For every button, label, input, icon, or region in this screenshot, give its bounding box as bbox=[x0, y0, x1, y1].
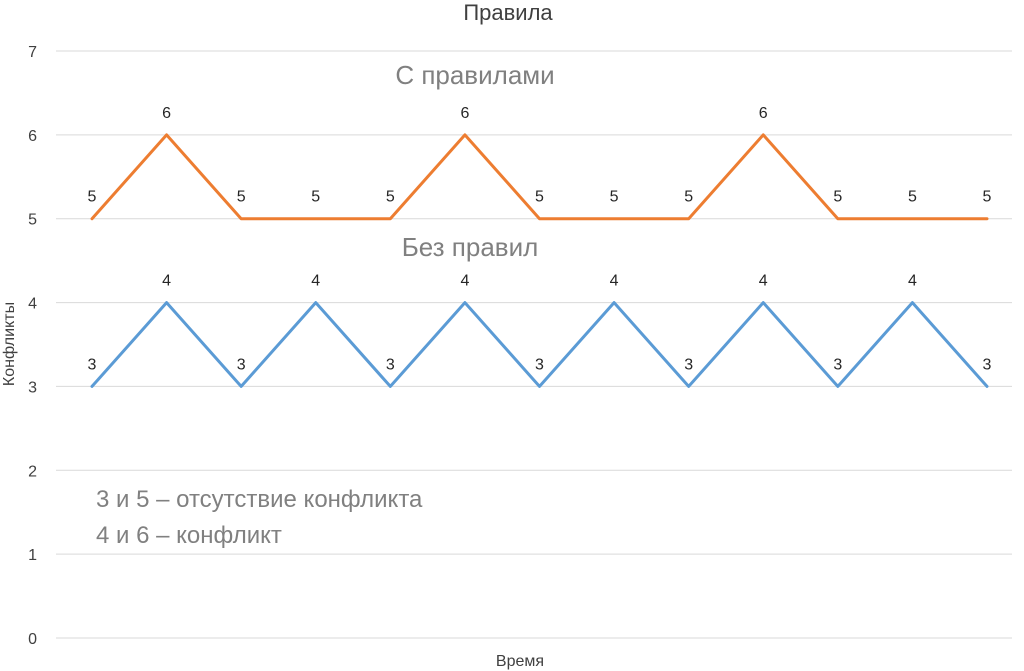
data-label-1-10: 3 bbox=[833, 356, 842, 373]
series-layer bbox=[90, 133, 989, 388]
data-label-1-8: 3 bbox=[684, 356, 693, 373]
y-tick-label-2: 2 bbox=[28, 463, 37, 480]
data-label-1-6: 3 bbox=[535, 356, 544, 373]
data-labels-layer: 5 6 5 5 5 6 5 5 5 6 5 5 5 3 4 3 4 3 4 3 4 3 4 3 4 3 bbox=[88, 105, 992, 374]
data-label-0-12: 5 bbox=[983, 189, 992, 206]
data-label-0-11: 5 bbox=[908, 189, 917, 206]
y-tick-label-0: 0 bbox=[28, 631, 37, 648]
data-label-1-12: 3 bbox=[983, 356, 992, 373]
annotation-with-rules: С правилами bbox=[395, 60, 554, 90]
data-label-0-10: 5 bbox=[833, 189, 842, 206]
data-label-0-6: 5 bbox=[535, 189, 544, 206]
y-tick-label-3: 3 bbox=[28, 379, 37, 396]
legend-note-no-conflict: 3 и 5 – отсутствие конфликта bbox=[96, 486, 423, 513]
gridlines bbox=[56, 50, 1012, 639]
y-tick-label-1: 1 bbox=[28, 547, 37, 564]
y-tick-label-4: 4 bbox=[28, 296, 37, 313]
data-label-1-3: 4 bbox=[311, 273, 320, 290]
chart-title: Правила bbox=[463, 0, 553, 25]
legend-note-conflict: 4 и 6 – конфликт bbox=[96, 522, 282, 549]
data-label-1-1: 4 bbox=[162, 273, 171, 290]
data-label-0-3: 5 bbox=[311, 189, 320, 206]
series-line-1 bbox=[90, 301, 989, 388]
data-label-1-2: 3 bbox=[237, 356, 246, 373]
annotation-without-rules: Без правил bbox=[402, 232, 539, 262]
data-label-0-0: 5 bbox=[88, 189, 97, 206]
data-label-1-9: 4 bbox=[759, 273, 768, 290]
data-label-0-9: 6 bbox=[759, 105, 768, 122]
data-label-0-2: 5 bbox=[237, 189, 246, 206]
data-label-1-0: 3 bbox=[88, 356, 97, 373]
data-label-1-7: 4 bbox=[610, 273, 619, 290]
data-label-1-5: 4 bbox=[460, 273, 469, 290]
data-label-0-4: 5 bbox=[386, 189, 395, 206]
data-label-0-8: 5 bbox=[684, 189, 693, 206]
x-axis-label: Время bbox=[496, 653, 544, 670]
y-axis-ticks: 0 1 2 3 4 5 6 7 bbox=[28, 44, 37, 648]
data-label-1-4: 3 bbox=[386, 356, 395, 373]
series-line-0 bbox=[90, 133, 989, 221]
y-tick-label-6: 6 bbox=[28, 128, 37, 145]
data-label-0-5: 6 bbox=[460, 105, 469, 122]
data-label-0-7: 5 bbox=[610, 189, 619, 206]
y-tick-label-5: 5 bbox=[28, 212, 37, 229]
y-tick-label-7: 7 bbox=[28, 44, 37, 61]
data-label-1-11: 4 bbox=[908, 273, 917, 290]
data-label-0-1: 6 bbox=[162, 105, 171, 122]
y-axis-label: Конфликты bbox=[1, 302, 18, 386]
